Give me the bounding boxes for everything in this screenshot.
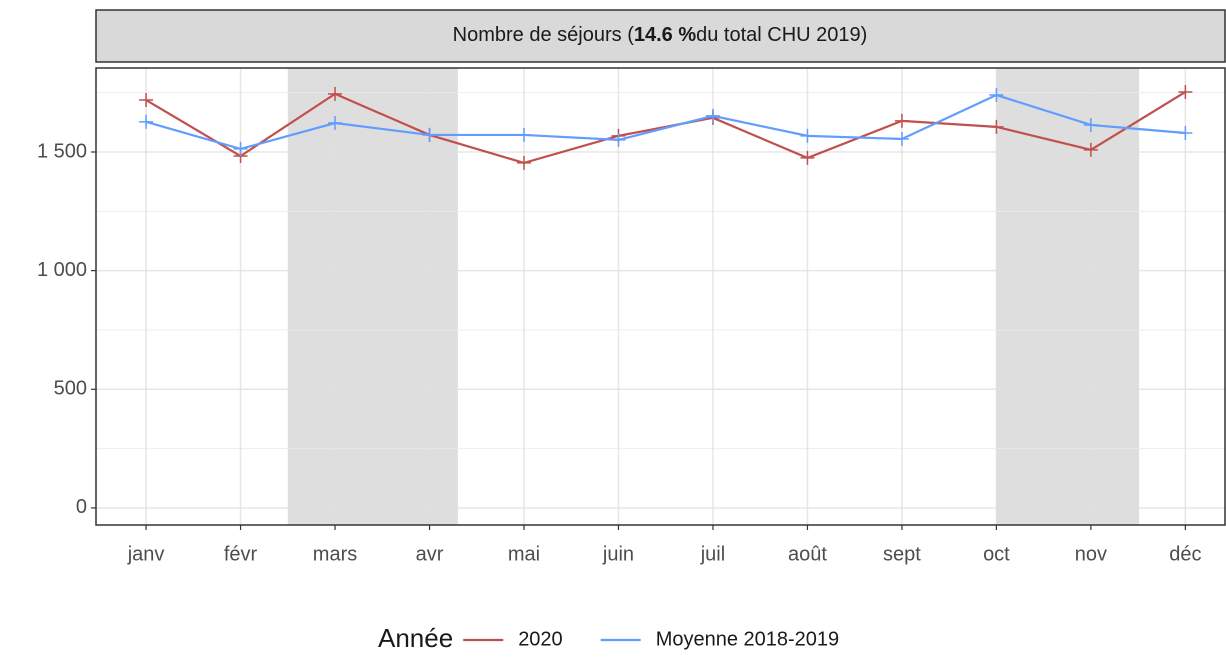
legend-title: Année: [378, 623, 453, 653]
x-tick-label: juin: [602, 543, 634, 565]
y-tick-label: 1 000: [37, 259, 87, 281]
highlight-range: [996, 68, 1140, 525]
x-tick-label: sept: [883, 543, 921, 565]
panel-border: [95, 67, 1226, 526]
point-marker: [422, 127, 437, 142]
title-prefix: Nombre de séjours (: [453, 24, 635, 46]
point-marker: [233, 141, 248, 156]
point-marker: [517, 155, 532, 170]
strip: [95, 9, 1226, 63]
point-marker: [1178, 84, 1193, 99]
point-marker: [800, 150, 815, 165]
x-tick-label: avr: [416, 543, 444, 565]
x-tick-label: nov: [1075, 543, 1107, 565]
legend-label: 2020: [518, 628, 563, 650]
point-marker: [139, 114, 154, 129]
point-marker: [328, 86, 343, 101]
point-marker: [1083, 117, 1098, 132]
point-marker: [517, 127, 532, 142]
series-line: [145, 93, 1186, 151]
title-suffix: du total CHU 2019): [696, 24, 867, 46]
point-marker: [989, 119, 1004, 134]
point-marker: [894, 113, 909, 128]
point-marker: [989, 88, 1004, 103]
point-marker: [611, 132, 626, 147]
y-tick-label: 500: [54, 378, 87, 400]
x-tick-label: janv: [127, 543, 165, 565]
y-tick-label: 1 500: [37, 140, 87, 162]
point-marker: [705, 108, 720, 123]
point-marker: [1083, 142, 1098, 157]
x-tick-label: févr: [224, 543, 258, 565]
point-marker: [800, 128, 815, 143]
x-tick-label: oct: [983, 543, 1010, 565]
x-tick-label: mai: [508, 543, 540, 565]
x-tick-label: juil: [700, 543, 725, 565]
point-marker: [1178, 126, 1193, 141]
title-highlight: 14.6 %: [634, 24, 696, 46]
chart-title: Nombre de séjours (14.6 %du total CHU 20…: [453, 24, 868, 46]
x-tick-label: déc: [1169, 543, 1201, 565]
point-marker: [894, 131, 909, 146]
x-tick-label: mars: [313, 543, 357, 565]
point-marker: [328, 116, 343, 131]
legend-label: Moyenne 2018-2019: [656, 628, 839, 650]
point-marker: [139, 93, 154, 108]
y-tick-label: 0: [76, 496, 87, 518]
x-tick-label: août: [788, 543, 827, 565]
